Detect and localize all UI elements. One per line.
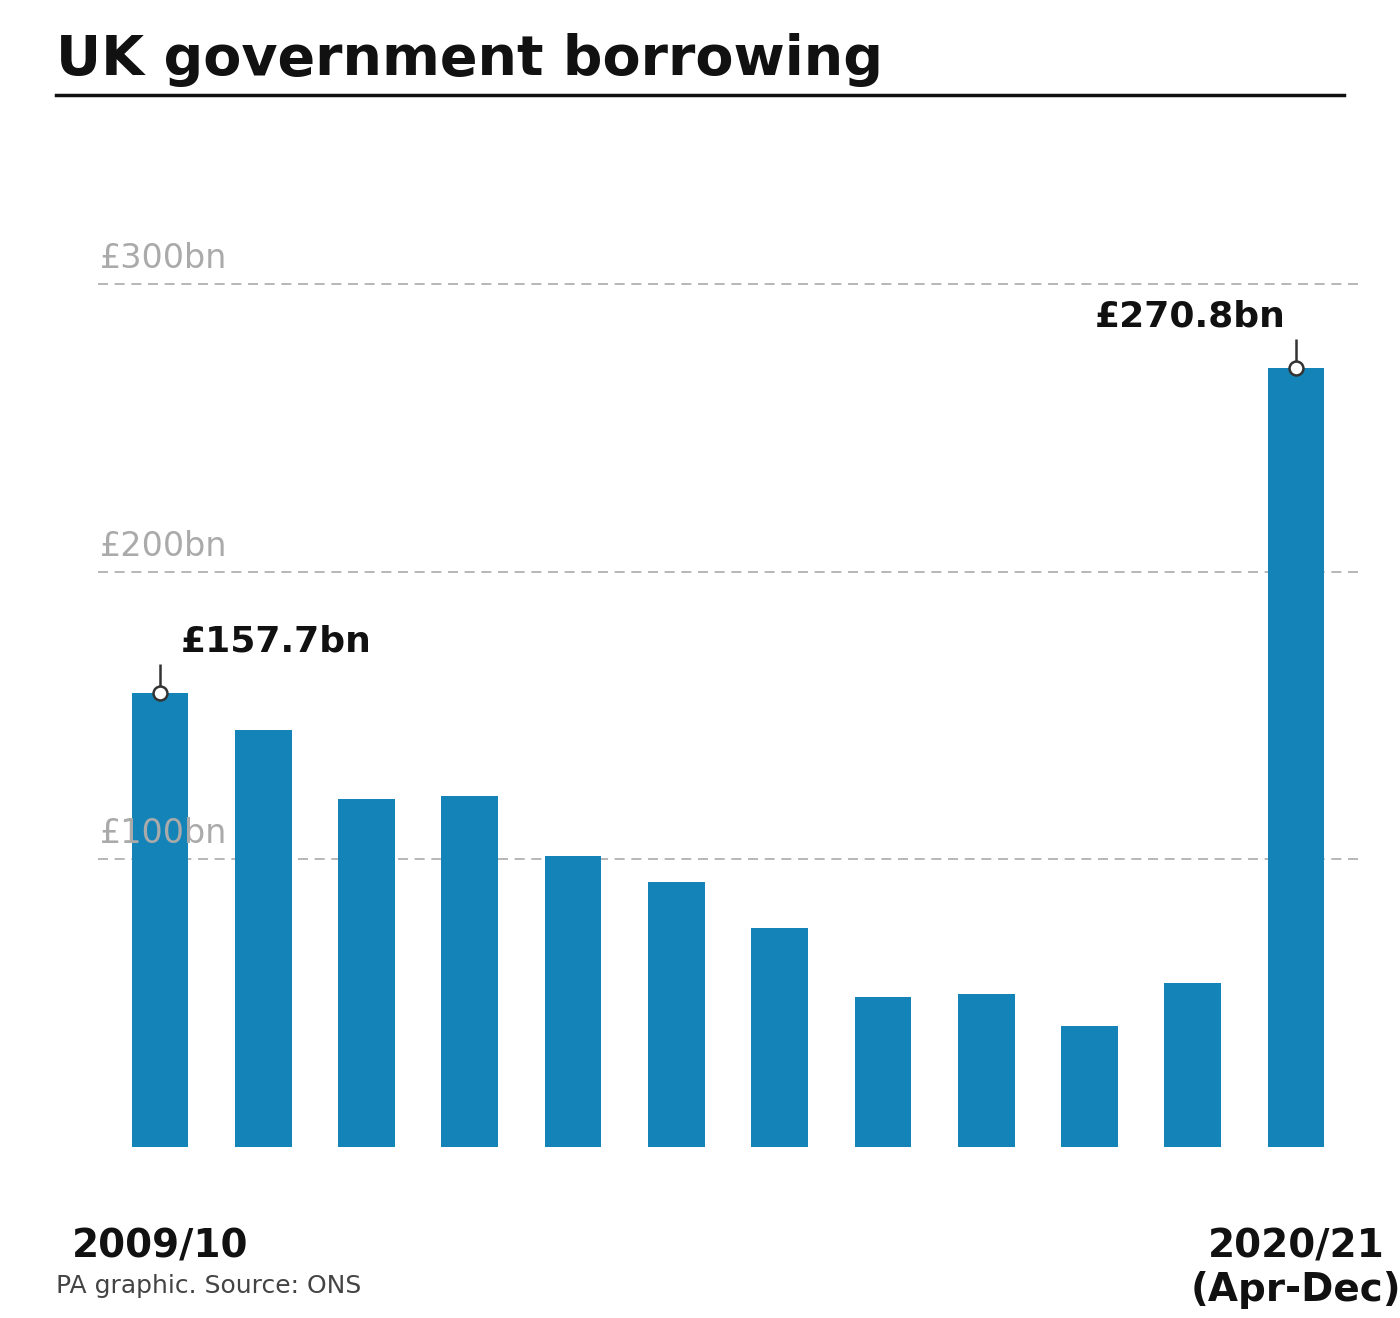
Bar: [854, 998, 911, 1147]
Text: 2020/21
(Apr-Dec): 2020/21 (Apr-Dec): [1191, 1227, 1400, 1309]
Text: £300bn: £300bn: [99, 243, 227, 275]
Bar: [132, 693, 189, 1147]
Bar: [752, 928, 808, 1147]
Bar: [441, 796, 498, 1147]
Bar: [1267, 368, 1324, 1147]
Text: £200bn: £200bn: [99, 530, 228, 563]
Bar: [235, 730, 291, 1147]
Bar: [339, 799, 395, 1147]
Bar: [648, 882, 704, 1147]
Text: PA graphic. Source: ONS: PA graphic. Source: ONS: [56, 1275, 361, 1298]
Text: £157.7bn: £157.7bn: [181, 625, 371, 659]
Bar: [958, 994, 1015, 1147]
Bar: [1061, 1025, 1117, 1147]
Text: UK government borrowing: UK government borrowing: [56, 33, 883, 87]
Text: £100bn: £100bn: [99, 817, 227, 850]
Bar: [545, 857, 602, 1147]
Bar: [1165, 983, 1221, 1147]
Text: 2009/10: 2009/10: [71, 1227, 248, 1265]
Text: £270.8bn: £270.8bn: [1095, 299, 1285, 333]
